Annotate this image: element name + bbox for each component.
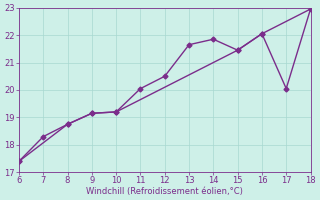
X-axis label: Windchill (Refroidissement éolien,°C): Windchill (Refroidissement éolien,°C): [86, 187, 243, 196]
